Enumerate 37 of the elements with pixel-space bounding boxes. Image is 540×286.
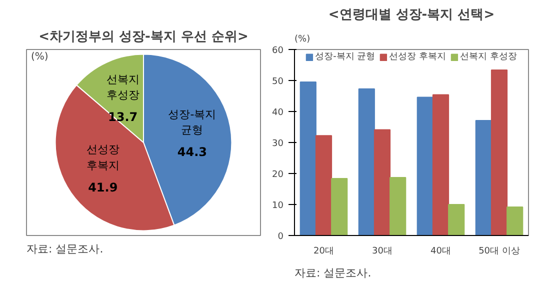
y-tick-label: 60 [272,46,284,56]
y-tick-label: 10 [272,201,284,211]
bar [358,88,375,236]
text: 자료: 설문조사. [26,242,104,256]
bar [416,96,434,236]
legend-label: 성장-복지 균형 [315,51,376,63]
bar [448,204,465,236]
bar [315,135,332,236]
bar [374,129,391,236]
bar [390,177,406,236]
slice-label: 선복지 후성장 [106,73,140,102]
y-tick-label: 40 [272,108,284,118]
x-tick-label: 30대 [372,246,392,256]
bar [475,120,492,236]
chart-title: <연령대별 성장-복지 선택> [328,8,495,22]
bar [506,206,524,236]
y-axis-title: (%) [294,34,310,44]
x-tick-label: 40대 [430,246,451,256]
data-label: 44.3 [177,144,208,159]
bar [490,69,508,236]
y-tick-label: 50 [272,77,284,87]
y-tick-label: 20 [272,170,284,180]
text: 자료: 설문조사. [294,266,372,280]
bar [331,178,348,236]
bar [432,94,450,236]
slice-label: 성장-복지 균형 [168,108,216,136]
slice-label: 선성장 후복지 [86,143,120,172]
x-tick-label: 50대 이상 [478,246,520,256]
y-tick-label: 0 [278,232,284,242]
x-tick-label: 20대 [314,246,334,256]
chart-subtitle: (%) [31,51,48,62]
legend-label: 선성장 후복지 [389,51,446,63]
legend-label: 선복지 후성장 [460,51,517,63]
bar [300,82,316,236]
y-tick-label: 30 [272,139,284,149]
chart-title: <차기정부의 성장-복지 우선 순위> [38,30,248,44]
data-label: 41.9 [88,180,118,194]
